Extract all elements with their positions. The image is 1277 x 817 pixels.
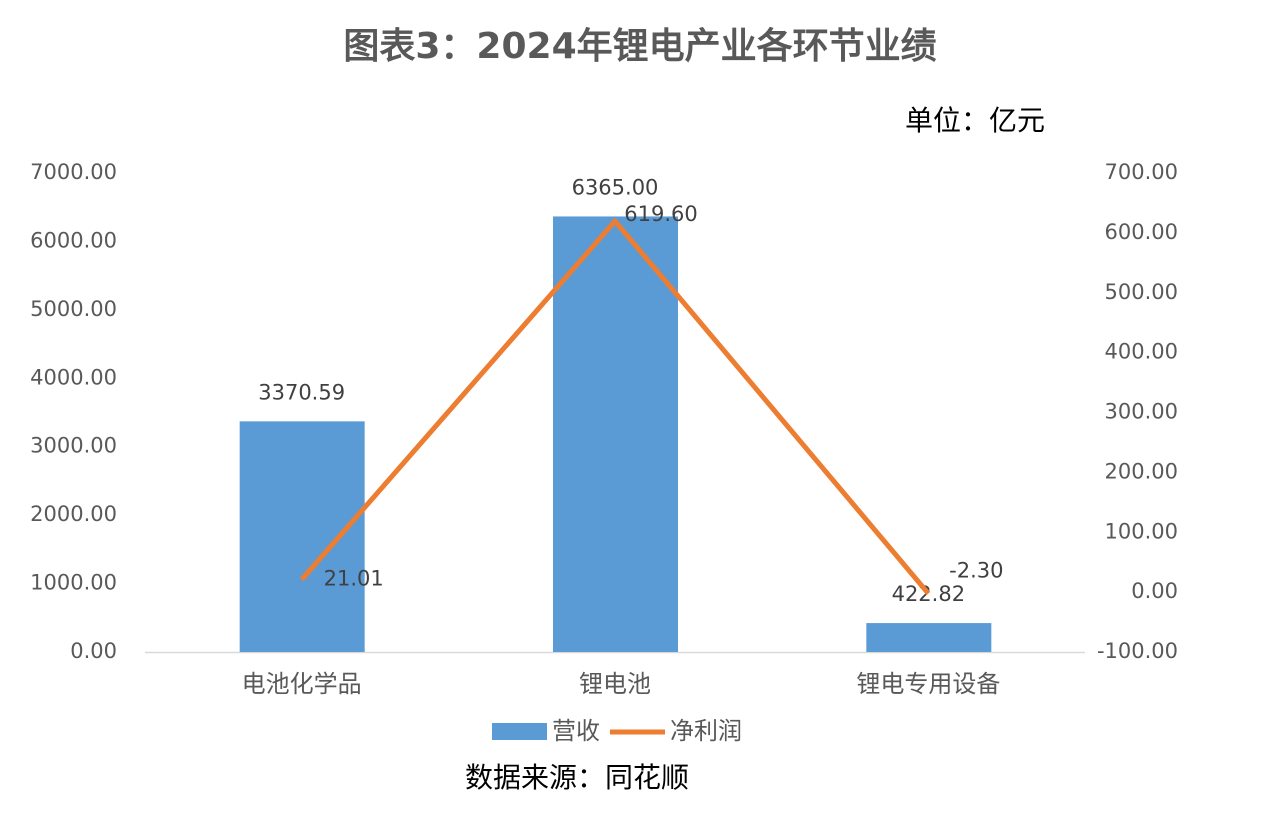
data-label: 3370.59 [258, 380, 345, 404]
line [299, 218, 931, 596]
y-tick-label: 2000.00 [30, 502, 117, 526]
legend-label: 营收 [552, 717, 600, 745]
y-tick-label: 7000.00 [30, 160, 117, 184]
bar [553, 216, 678, 652]
y-tick-label: 1000.00 [30, 571, 117, 595]
y-tick-label: 6000.00 [30, 228, 117, 252]
y2-tick-label: 500.00 [1105, 280, 1178, 304]
y2-tick-label: 600.00 [1105, 220, 1178, 244]
source-note: 数据来源：同花顺 [465, 761, 689, 794]
x-tick-label: 锂电专用设备 [856, 670, 1000, 698]
y-tick-label: 3000.00 [30, 434, 117, 458]
unit-label: 单位：亿元 [905, 104, 1045, 137]
y-tick-label: 5000.00 [30, 297, 117, 321]
y2-tick-label: 700.00 [1105, 160, 1178, 184]
y-tick-label: 4000.00 [30, 365, 117, 389]
x-tick-label: 电池化学品 [242, 670, 362, 698]
y2-tick-label: 0.00 [1131, 579, 1178, 603]
y2-tick-label: 200.00 [1105, 459, 1178, 483]
bar [239, 421, 365, 652]
legend-swatch [492, 723, 547, 740]
chart-title: 图表3：2024年锂电产业各环节业绩 [343, 26, 936, 67]
line-data-label: 619.60 [624, 202, 697, 226]
y2-tick-label: 400.00 [1105, 340, 1178, 364]
y2-tick-label: 300.00 [1105, 400, 1178, 424]
x-tick-label: 锂电池 [579, 670, 651, 698]
data-label: 6365.00 [572, 175, 659, 199]
y2-tick-label: 100.00 [1105, 519, 1178, 543]
data-label: 422.82 [892, 582, 965, 606]
legend-label: 净利润 [670, 717, 742, 745]
line-data-label: -2.30 [949, 559, 1003, 583]
y2-tick-label: -100.00 [1097, 639, 1178, 663]
y-tick-label: 0.00 [70, 639, 117, 663]
bar [866, 623, 992, 652]
line-data-label: 21.01 [324, 567, 384, 591]
